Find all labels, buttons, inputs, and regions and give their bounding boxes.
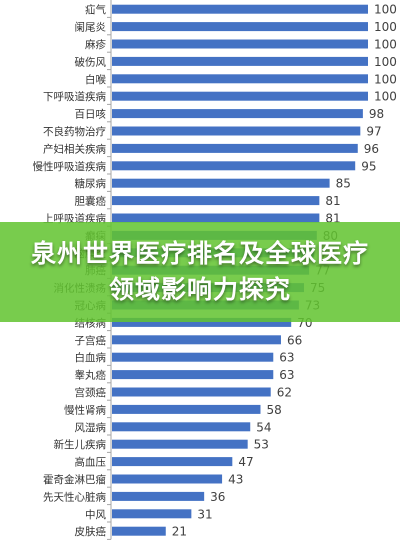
category-label: 皮肤癌 [75,525,107,538]
bar [112,39,368,49]
banner-title: 泉州世界医疗排名及全球医疗领域影响力探究 [30,239,369,304]
value-label: 96 [364,142,379,156]
category-label: 风湿病 [75,421,107,434]
value-label: 81 [325,194,340,208]
bar [112,457,233,467]
category-label: 高血压 [75,456,107,469]
category-label: 宫颈癌 [75,386,107,399]
value-label: 100 [374,90,397,104]
value-label: 58 [266,403,281,417]
value-label: 63 [279,368,294,382]
value-label: 100 [374,72,397,86]
category-label: 中风 [85,508,106,521]
value-label: 98 [369,107,384,121]
value-label: 85 [336,177,351,191]
value-label: 100 [374,3,397,17]
category-label: 糖尿病 [75,177,107,190]
bar [112,178,330,188]
bar [112,91,368,101]
value-label: 95 [361,159,376,173]
value-label: 21 [172,525,187,539]
value-label: 62 [277,386,292,400]
bar [112,370,274,380]
bar [112,509,192,519]
category-label: 疝气 [85,3,106,16]
bar [112,439,248,449]
bar [112,213,320,223]
value-label: 43 [228,473,243,487]
bar [112,126,361,136]
category-label: 下呼吸道疾病 [43,90,106,103]
category-label: 白喉 [85,73,106,86]
bar [112,317,292,327]
value-label: 63 [279,351,294,365]
bar [112,4,368,14]
category-label: 产妇相关疾病 [43,142,106,155]
value-label: 47 [238,455,253,469]
bar [112,422,251,432]
category-label: 麻疹 [85,38,106,51]
bar [112,491,205,501]
value-label: 66 [287,333,302,347]
bar [112,352,274,362]
bar [112,196,320,206]
category-label: 睾丸癌 [75,369,107,382]
category-label: 先天性心脏病 [43,490,106,503]
value-label: 100 [374,55,397,69]
bar [112,387,271,397]
value-label: 97 [366,125,381,139]
bar [112,161,356,171]
bar [112,335,281,345]
category-label: 阑尾炎 [75,21,107,34]
bar [112,56,368,66]
value-label: 100 [374,38,397,52]
category-label: 百日咳 [75,108,107,121]
value-label: 100 [374,20,397,34]
category-label: 白血病 [75,351,107,364]
value-label: 31 [197,507,212,521]
category-label: 不良药物治疗 [43,125,106,138]
bar [112,474,223,484]
overlay-banner: 泉州世界医疗排名及全球医疗领域影响力探究 [0,222,400,322]
category-label: 慢性肾病 [64,403,106,416]
bar [112,143,358,153]
category-label: 慢性呼吸道疾病 [33,160,107,173]
bar [112,74,368,84]
category-label: 子宫癌 [75,334,107,347]
bar [112,22,368,32]
category-label: 霍奇金淋巴瘤 [43,473,106,486]
value-label: 53 [254,438,269,452]
category-label: 新生儿疾病 [54,438,107,451]
value-label: 36 [210,490,225,504]
bar [112,526,166,536]
value-label: 54 [256,420,271,434]
category-label: 破伤风 [75,55,107,68]
bar [112,109,363,119]
category-label: 胆囊癌 [75,195,107,208]
bar [112,404,261,414]
category-label: 上呼吸道疾病 [43,212,106,225]
